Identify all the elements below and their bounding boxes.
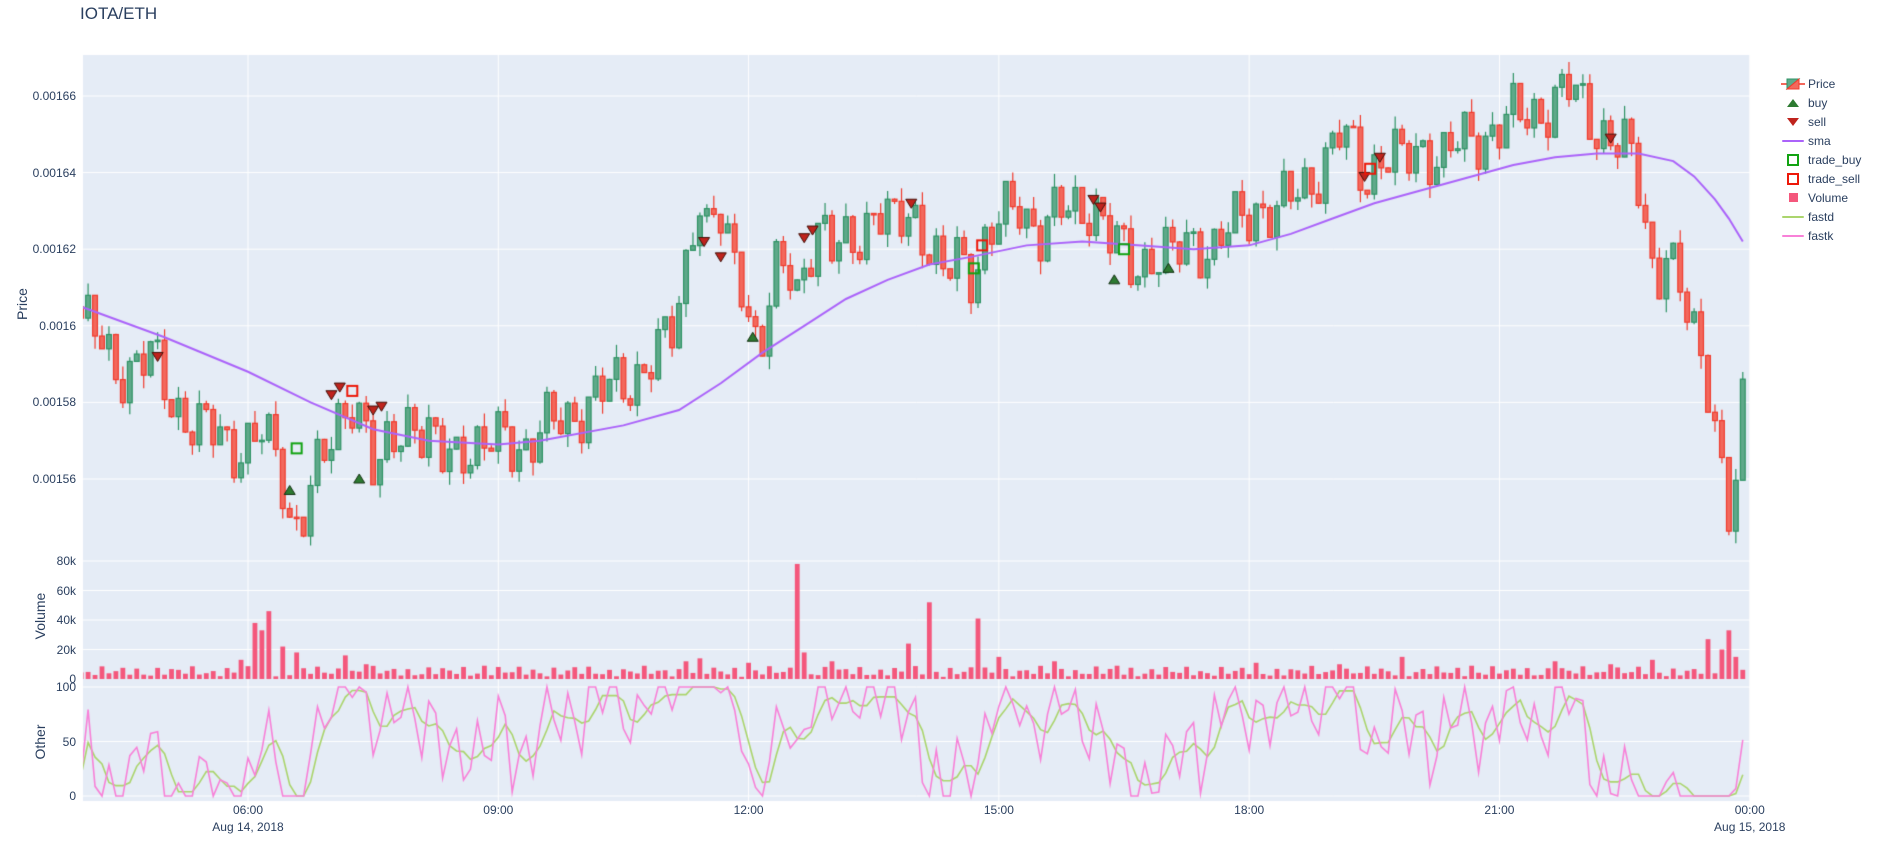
volume-tick-label: 0 bbox=[69, 672, 76, 686]
trade_sell-icon bbox=[1787, 172, 1799, 185]
legend-item-fastd[interactable]: fastd bbox=[1778, 207, 1861, 226]
legend-item-buy[interactable]: buy bbox=[1778, 93, 1861, 112]
legend-item-volume[interactable]: Volume bbox=[1778, 188, 1861, 207]
legend-item-sell[interactable]: sell bbox=[1778, 112, 1861, 131]
price-tick-label: 0.00158 bbox=[32, 395, 76, 410]
x-tick-label: 00:00 bbox=[1734, 803, 1765, 817]
x-tick-label: 18:00 bbox=[1234, 803, 1265, 817]
sma-icon bbox=[1782, 139, 1804, 142]
x-tick-label: 09:00 bbox=[483, 803, 514, 817]
legend-swatch bbox=[1778, 153, 1808, 166]
other-tick-label: 0 bbox=[69, 789, 76, 803]
volume-tick-label: 40k bbox=[56, 613, 76, 627]
price-tick-label: 0.00166 bbox=[32, 89, 76, 103]
buy-icon bbox=[1787, 98, 1799, 107]
legend-swatch bbox=[1778, 139, 1808, 142]
legend-item-trade_sell[interactable]: trade_sell bbox=[1778, 169, 1861, 188]
candlestick-icon bbox=[1781, 77, 1805, 90]
price-tick-label: 0.00162 bbox=[32, 242, 76, 257]
x-tick-label: 12:00 bbox=[733, 803, 764, 817]
legend-swatch bbox=[1778, 77, 1808, 91]
x-tick-label: 06:00 bbox=[232, 803, 264, 817]
legend-swatch bbox=[1778, 215, 1808, 218]
x-tick-label: 21:00 bbox=[1484, 803, 1515, 817]
fastd-icon bbox=[1782, 215, 1804, 218]
sell-icon bbox=[1787, 117, 1799, 126]
x-tick-label: 15:00 bbox=[983, 803, 1014, 817]
legend-item-fastk[interactable]: fastk bbox=[1778, 226, 1861, 245]
legend-swatch bbox=[1778, 117, 1808, 126]
price-tick-label: 0.00156 bbox=[32, 472, 76, 486]
volume-tick-label: 20k bbox=[56, 642, 76, 657]
price-tick-label: 0.0016 bbox=[39, 318, 76, 333]
legend-swatch bbox=[1778, 234, 1808, 237]
trade_buy-icon bbox=[1787, 153, 1799, 166]
legend-swatch bbox=[1778, 193, 1808, 202]
other-tick-label: 100 bbox=[55, 680, 76, 694]
volume-tick-label: 80k bbox=[56, 554, 76, 568]
volume-tick-label: 60k bbox=[56, 583, 76, 598]
volume-icon bbox=[1788, 193, 1798, 202]
legend-label: fastd bbox=[1808, 209, 1835, 224]
legend-swatch bbox=[1778, 98, 1808, 107]
legend-label: sma bbox=[1808, 133, 1831, 148]
x-date-label: Aug 14, 2018 bbox=[212, 820, 284, 834]
fastk-icon bbox=[1782, 234, 1804, 237]
legend-label: Volume bbox=[1808, 190, 1849, 205]
legend-item-sma[interactable]: sma bbox=[1778, 131, 1861, 150]
legend-label: sell bbox=[1808, 114, 1827, 129]
legend-item-price[interactable]: Price bbox=[1778, 74, 1861, 93]
page-title: IOTA/ETH bbox=[80, 4, 158, 23]
legend-label: Price bbox=[1808, 76, 1836, 91]
price-tick-label: 0.00164 bbox=[32, 165, 76, 180]
legend-item-trade_buy[interactable]: trade_buy bbox=[1778, 150, 1861, 169]
legend-swatch bbox=[1778, 172, 1808, 185]
x-date-label: Aug 15, 2018 bbox=[1714, 820, 1786, 834]
other-tick-label: 50 bbox=[62, 734, 76, 749]
legend-label: buy bbox=[1808, 95, 1828, 110]
legend: Price buy sell sma trade_buy trade_sell Volume… bbox=[1778, 74, 1861, 245]
legend-label: fastk bbox=[1808, 228, 1834, 243]
legend-label: trade_buy bbox=[1808, 152, 1862, 167]
legend-label: trade_sell bbox=[1808, 171, 1861, 186]
